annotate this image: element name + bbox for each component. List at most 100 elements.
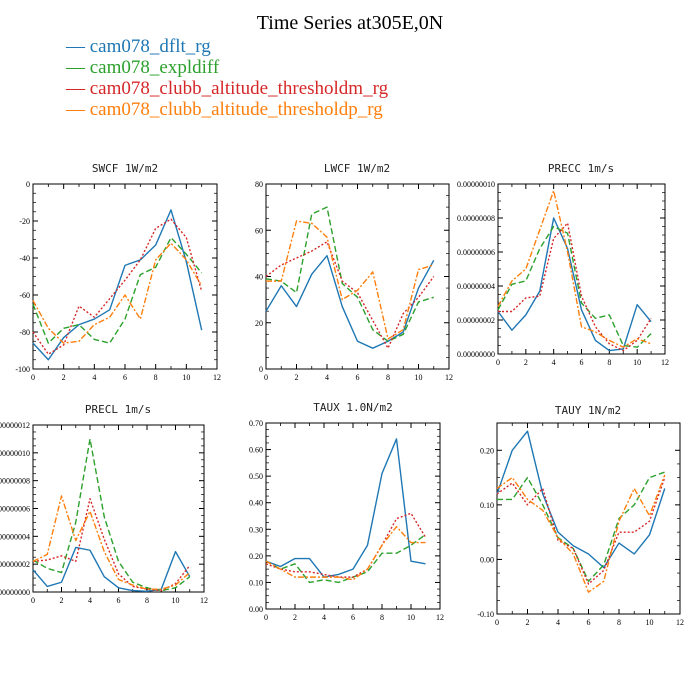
y-tick-label: -80 [19,328,30,337]
chart-panel: PRECL 1m/s 0 2 4 6 8 10 12 0.00000000 0.00000002 0… [0,403,208,605]
series-line [496,430,666,569]
series-line [496,477,666,585]
chart-panel: SWCF 1W/m2 0 2 4 6 8 10 12 -100 -80 -60 -40 -20 0 [15,162,221,382]
x-tick-label: 0 [264,613,268,622]
y-tick-label: -40 [19,254,30,263]
x-tick-label: 10 [182,373,190,382]
chart-panel: PRECC 1m/s 0 2 4 6 8 10 12 0.00000000 0.00000002 0… [457,162,669,367]
y-tick-label: 0.60 [249,446,263,455]
series-line [265,206,434,342]
legend-item: — cam078_expldiff [66,57,388,78]
series-line [498,222,652,352]
legend-swatch: — [66,99,85,120]
y-tick-label: 0.00 [249,605,263,614]
plot-frame [497,183,666,355]
y-tick-label: 0.00000012 [0,421,30,430]
series-line [266,220,434,340]
plot-frame [496,422,681,615]
y-tick-label: 0.20 [249,552,263,561]
x-tick-label: 10 [646,618,654,627]
x-tick-label: 8 [145,596,149,605]
x-tick-label: 0 [495,618,499,627]
series-line [32,218,203,355]
y-tick-label: 0.00000004 [457,282,495,291]
chart-panel: TAUX 1.0N/m2 0 2 4 6 8 10 12 0.00 0.10 0.20 0.30 0.4… [249,401,444,622]
x-tick-label: 2 [295,373,299,382]
chart-title: SWCF 1W/m2 [92,162,158,175]
y-tick-label: 80 [255,180,263,189]
chart-title: TAUX 1.0N/m2 [313,401,392,414]
x-tick-label: 12 [213,373,221,382]
y-tick-label: 0.00000000 [457,350,495,359]
x-tick-label: 4 [325,373,329,382]
plot-frame [265,422,441,610]
x-tick-label: 2 [526,618,530,627]
series-line [265,254,435,349]
series-line [496,474,666,593]
series-line [32,546,191,593]
x-tick-label: 4 [92,373,96,382]
series-line [32,236,203,344]
legend-label: cam078_dflt_rg [89,36,211,57]
y-tick-label: 0.00000006 [457,248,495,257]
series-line [32,438,191,592]
legend-swatch: — [66,78,85,99]
y-tick-label: -20 [19,217,30,226]
series-line [265,525,426,581]
x-tick-label: 6 [123,373,127,382]
x-tick-label: 6 [117,596,121,605]
x-tick-label: 2 [60,596,64,605]
x-tick-label: 12 [445,373,453,382]
legend-item: — cam078_dflt_rg [66,36,388,57]
chart-panel: LWCF 1W/m2 0 2 4 6 8 10 12 0 20 40 60 80 [255,162,453,382]
chart-title: PRECC 1m/s [548,162,614,175]
y-tick-label: -60 [19,291,30,300]
x-tick-label: 10 [172,596,180,605]
series-line [497,190,652,348]
y-tick-label: 0.00000010 [457,180,495,189]
x-tick-label: 12 [436,613,444,622]
chart-title: PRECL 1m/s [85,403,151,416]
y-tick-label: 0.20 [480,446,494,455]
y-tick-label: 0.00000006 [0,505,30,514]
series-line [265,241,435,349]
x-tick-label: 8 [386,373,390,382]
legend-item: — cam078_clubb_altitude_thresholdp_rg [66,99,388,120]
x-tick-label: 2 [62,373,66,382]
x-tick-label: 0 [31,596,35,605]
x-tick-label: 6 [580,358,584,367]
x-tick-label: 12 [676,618,684,627]
y-tick-label: -0.10 [477,610,494,619]
legend-item: — cam078_clubb_altitude_thresholdm_rg [66,78,388,99]
x-tick-label: 4 [322,613,326,622]
y-tick-label: 0.00000004 [0,532,30,541]
y-tick-label: 0.00000008 [457,214,495,223]
x-tick-label: 4 [88,596,92,605]
legend-swatch: — [66,36,85,57]
legend-swatch: — [66,57,85,78]
chart-panel: TAUY 1N/m2 0 2 4 6 8 10 12 -0.10 0.00 0.10 0.20 [477,404,684,627]
y-tick-label: 0.30 [249,525,263,534]
x-tick-label: 8 [607,358,611,367]
x-tick-label: 12 [661,358,669,367]
y-tick-label: 60 [255,226,263,235]
y-tick-label: 0.00000002 [0,560,30,569]
y-tick-label: -100 [15,365,30,374]
legend-label: cam078_clubb_altitude_thresholdp_rg [89,99,383,120]
legend: — cam078_dflt_rg — cam078_expldiff — cam… [66,36,388,120]
y-tick-label: 0.10 [480,501,494,510]
y-tick-label: 0.50 [249,472,263,481]
series-line [497,217,652,352]
series-line [265,534,426,584]
y-tick-label: 40 [255,273,263,282]
legend-label: cam078_clubb_altitude_thresholdm_rg [89,78,389,99]
x-tick-label: 2 [293,613,297,622]
x-tick-label: 6 [351,613,355,622]
series-line [32,242,203,344]
y-tick-label: 0.70 [249,419,263,428]
x-tick-label: 4 [552,358,556,367]
y-tick-label: 0.00000000 [0,588,30,597]
y-tick-label: 0 [259,365,263,374]
y-tick-label: 0.00 [480,555,494,564]
